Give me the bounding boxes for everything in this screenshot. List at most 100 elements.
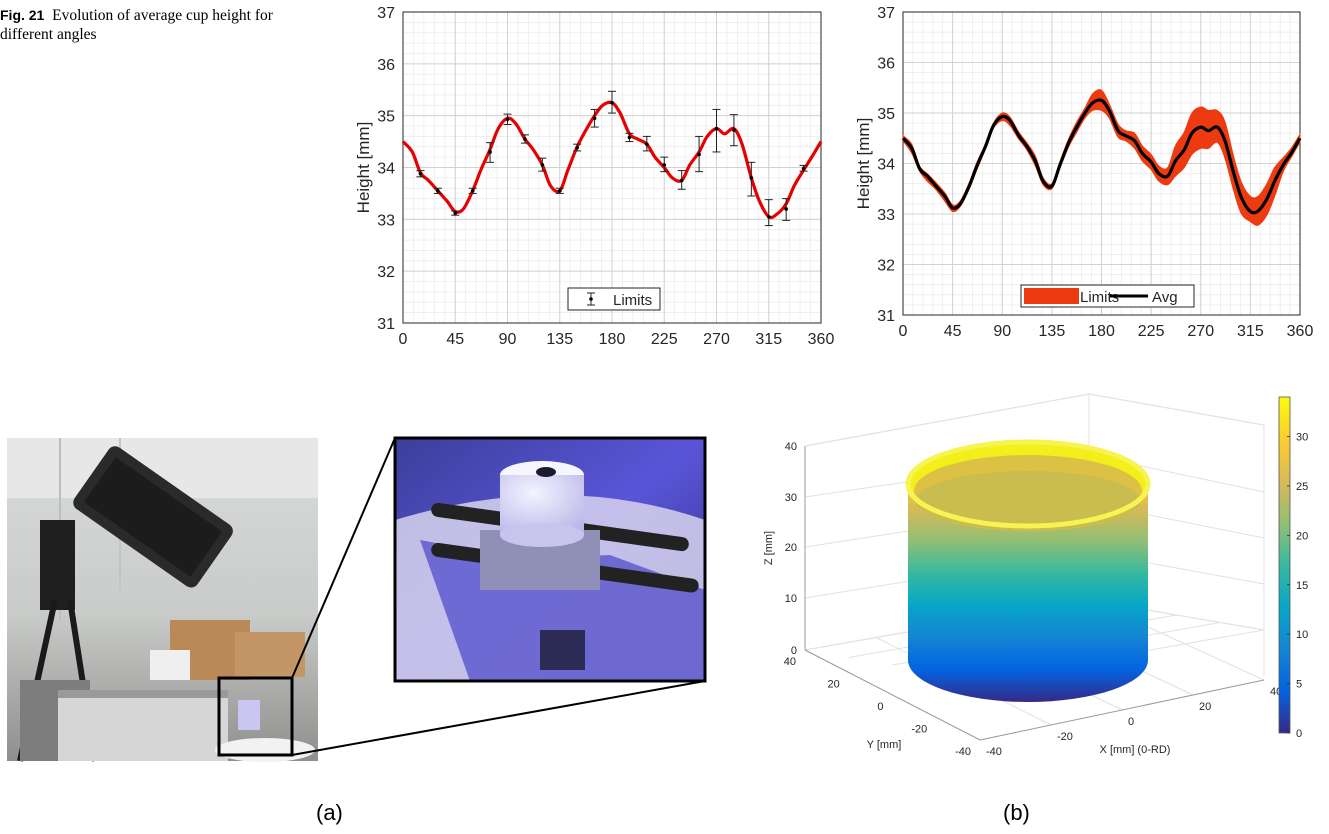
caption-text: Evolution of average cup height for diff… bbox=[0, 7, 273, 43]
chart1-data-point bbox=[627, 135, 632, 140]
chart2-x-tick-label: 180 bbox=[1088, 323, 1115, 340]
chart1-legend-point-icon bbox=[589, 297, 593, 301]
chart1-x-tick-label: 0 bbox=[399, 331, 408, 348]
chart1-data-point bbox=[505, 117, 510, 122]
chart1-y-tick-label: 31 bbox=[377, 316, 395, 333]
chart2-x-tick-label: 0 bbox=[899, 323, 908, 340]
chart1-errorbar bbox=[608, 90, 616, 114]
chart1-x-tick-label: 45 bbox=[446, 331, 464, 348]
chart1-x-tick-label: 315 bbox=[755, 331, 782, 348]
chart1-errorbar bbox=[764, 199, 773, 227]
chart1-errorbar bbox=[416, 170, 425, 178]
chart2-legend: Limits Avg bbox=[1020, 284, 1195, 308]
chart1-y-tick-label: 37 bbox=[377, 5, 395, 22]
chart2-legend-limits-swatch bbox=[1024, 288, 1079, 304]
chart3-z-tick-label: 20 bbox=[785, 542, 797, 554]
subfigure-label-a: (a) bbox=[316, 800, 343, 825]
chart1-errorbar bbox=[677, 170, 686, 190]
chart1-data-point bbox=[732, 128, 736, 132]
chart1-x-tick-label: 225 bbox=[651, 331, 678, 348]
chart1-data-point bbox=[645, 142, 649, 146]
chart1-y-tick-label: 36 bbox=[377, 57, 395, 74]
chart1-errorbar bbox=[555, 187, 564, 194]
chart1-errorbar bbox=[451, 210, 460, 216]
chart2-y-tick-label: 36 bbox=[877, 56, 895, 73]
chart3-colorbar-tick-label: 0 bbox=[1296, 728, 1302, 740]
chart2-y-tick-label: 33 bbox=[877, 207, 895, 224]
chart1-errorbar bbox=[695, 135, 704, 173]
chart1-data-point bbox=[557, 189, 562, 193]
chart1-errorbar bbox=[729, 114, 738, 147]
chart1-x-tick-label: 270 bbox=[703, 331, 730, 348]
chart2-limits-band bbox=[902, 89, 1301, 226]
chart3-z-gridline bbox=[804, 393, 1265, 447]
chart1-data-point bbox=[697, 152, 701, 157]
chart3-colorbar-gradient bbox=[1278, 396, 1291, 734]
figure-caption: Fig. 21 Evolution of average cup height … bbox=[0, 6, 300, 44]
chart1-data-point bbox=[436, 189, 440, 193]
chart1-data-point bbox=[662, 163, 667, 167]
chart1-data-point bbox=[540, 163, 545, 167]
chart1-errorbar bbox=[782, 198, 791, 221]
chart2-legend-avg-label: Avg bbox=[1152, 289, 1178, 306]
chart1-x-tick-label: 180 bbox=[599, 331, 626, 348]
chart1-data-point bbox=[784, 207, 788, 211]
chart3-colorbar-tick-label: 30 bbox=[1296, 432, 1308, 444]
chart3-cylinder-inner-shadow bbox=[916, 471, 1140, 531]
chart1-legend: Limits bbox=[567, 287, 661, 311]
chart1-errorbar bbox=[520, 134, 529, 144]
chart2-axes-frame bbox=[902, 11, 1301, 316]
chart3-z-tick-label: 30 bbox=[785, 492, 797, 504]
figure-label: Fig. 21 bbox=[0, 7, 45, 23]
chart1-axes-frame bbox=[402, 11, 822, 324]
chart1-x-tick-label: 135 bbox=[546, 331, 573, 348]
chart1-errorbar bbox=[642, 135, 651, 152]
chart2-x-tick-label: 135 bbox=[1039, 323, 1066, 340]
chart3-y-tick-label: -20 bbox=[911, 724, 927, 736]
chart3-y-tick-label: -40 bbox=[955, 746, 971, 758]
chart3-colorbar-tick-label: 5 bbox=[1296, 679, 1302, 691]
chart1-errorbar bbox=[503, 113, 512, 125]
chart1-legend-label: Limits bbox=[613, 292, 652, 309]
chart2-y-tick-label: 31 bbox=[877, 308, 895, 325]
chart1-data-point bbox=[575, 146, 579, 150]
chart3-axis-edge bbox=[804, 649, 1265, 741]
chart1-data-point bbox=[714, 126, 719, 131]
chart2-y-tick-label: 34 bbox=[877, 157, 895, 174]
chart1-errorbar bbox=[660, 156, 669, 173]
chart1-y-tick-label: 34 bbox=[377, 161, 395, 178]
chart2-y-tick-label: 37 bbox=[877, 5, 895, 22]
chart1-errorbar bbox=[433, 187, 442, 194]
chart1-data-point bbox=[592, 116, 597, 121]
chart1-errorbar bbox=[486, 142, 495, 163]
chart3-y-tick-label: 20 bbox=[828, 679, 840, 691]
chart3-cylinder-rim-edge bbox=[905, 439, 1151, 529]
chart2-x-tick-label: 360 bbox=[1287, 323, 1314, 340]
chart3-colorbar-tick-label: 20 bbox=[1296, 530, 1308, 542]
chart1-data-point bbox=[523, 137, 527, 141]
chart3-z-tick-label: 10 bbox=[785, 593, 797, 605]
chart1-y-axis-label: Height [mm] bbox=[354, 122, 373, 214]
chart2-x-tick-label: 225 bbox=[1138, 323, 1165, 340]
chart2-legend-limits-label: Limits bbox=[1080, 289, 1119, 306]
chart1-errorbar bbox=[538, 157, 547, 172]
chart1-data-point bbox=[749, 176, 754, 180]
chart1-errorbar bbox=[799, 164, 808, 172]
chart2-y-axis-label: Height [mm] bbox=[854, 118, 873, 210]
chart3-colorbar-tick-label: 25 bbox=[1296, 481, 1308, 493]
chart1-data-point bbox=[488, 150, 492, 154]
chart1-errorbar bbox=[590, 108, 599, 128]
chart3-x-axis-label: X [mm] (0-RD) bbox=[1100, 744, 1171, 756]
chart1-y-tick-label: 33 bbox=[377, 212, 395, 229]
chart3-x-tick-label: -40 bbox=[986, 746, 1002, 758]
chart2-x-tick-label: 315 bbox=[1237, 323, 1264, 340]
chart1-data-point bbox=[610, 100, 614, 105]
chart1-x-tick-label: 360 bbox=[808, 331, 835, 348]
chart1-data-point bbox=[470, 189, 475, 193]
chart3-z-axis-label: Z [mm] bbox=[763, 531, 775, 565]
chart1-errorbar bbox=[573, 143, 582, 152]
subfigure-label-b: (b) bbox=[1003, 800, 1030, 825]
chart3-y-axis-label: Y [mm] bbox=[867, 739, 902, 751]
chart1-errorbar bbox=[468, 187, 477, 194]
